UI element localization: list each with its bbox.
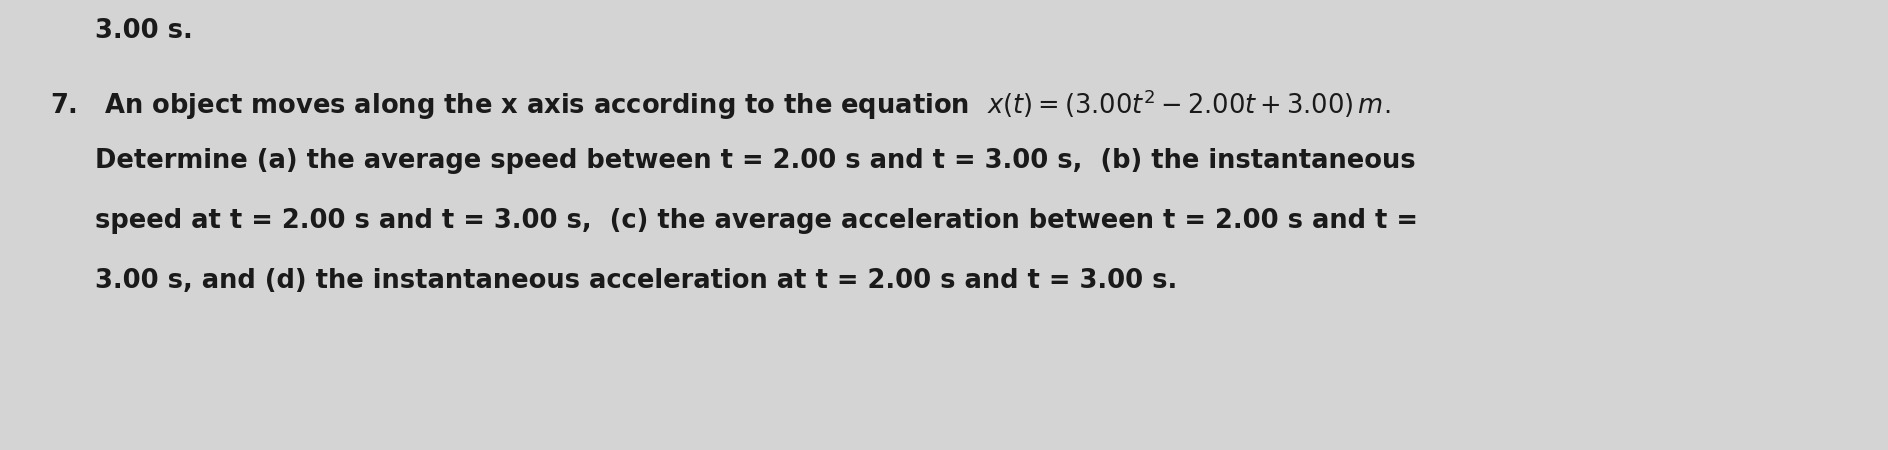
Text: 3.00 s, and (d) the instantaneous acceleration at t = 2.00 s and t = 3.00 s.: 3.00 s, and (d) the instantaneous accele… <box>94 268 1178 294</box>
Text: 7.   An object moves along the x axis according to the equation  $x(t) = (3.00t^: 7. An object moves along the x axis acco… <box>49 88 1390 122</box>
Text: speed at t = 2.00 s and t = 3.00 s,  (c) the average acceleration between t = 2.: speed at t = 2.00 s and t = 3.00 s, (c) … <box>94 208 1418 234</box>
Text: 3.00 s.: 3.00 s. <box>94 18 193 44</box>
Text: Determine (a) the average speed between t = 2.00 s and t = 3.00 s,  (b) the inst: Determine (a) the average speed between … <box>94 148 1416 174</box>
